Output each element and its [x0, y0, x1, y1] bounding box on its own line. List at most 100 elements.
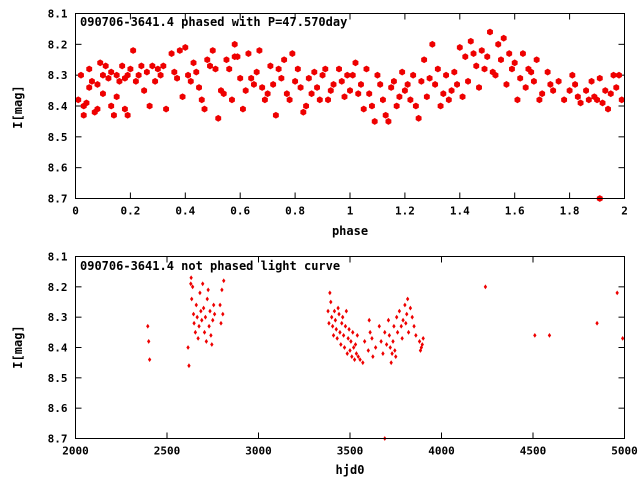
phased-data-point [418, 77, 425, 85]
unphased-data-point [326, 308, 330, 314]
phased-data-point [547, 81, 554, 88]
phased-data-point [179, 93, 186, 101]
phased-data-point [130, 47, 137, 54]
unphased-data-point [190, 284, 195, 290]
phased-data-point [443, 71, 450, 79]
phased-data-point [462, 53, 469, 61]
phased-data-point [234, 53, 241, 61]
phased-data-point [509, 65, 515, 73]
phased-data-point [110, 111, 117, 119]
unphased-data-point [212, 311, 217, 317]
phased-data-point [530, 77, 537, 85]
unphased-data-point [329, 299, 333, 305]
unphased-data-point [187, 363, 191, 369]
unphased-data-point [204, 339, 209, 344]
unphased-data-point [342, 345, 347, 350]
unphased-data-point [207, 323, 211, 329]
phased-x-tick-label: 1.8 [560, 205, 580, 218]
phased-data-point [517, 74, 524, 82]
unphased-data-point [222, 278, 226, 284]
unphased-y-tick-label: 8.2 [48, 281, 68, 294]
phased-data-point [226, 65, 233, 73]
phased-data-point [533, 56, 540, 64]
phased-data-point [261, 96, 268, 104]
phased-data-point [116, 77, 123, 85]
unphased-data-point [420, 342, 424, 347]
phased-data-point [108, 68, 115, 76]
phased-data-point [270, 81, 277, 88]
phased-x-tick-label: 1.4 [450, 205, 470, 218]
unphased-data-point [395, 329, 400, 335]
unphased-data-point [595, 320, 599, 326]
phased-data-point [314, 84, 320, 91]
unphased-data-point [208, 308, 212, 314]
unphased-data-point [341, 314, 345, 320]
unphased-data-point [333, 317, 338, 323]
phased-data-point [511, 59, 518, 67]
phased-data-point [470, 50, 477, 57]
phased-data-point [473, 62, 480, 70]
phased-data-point [245, 50, 252, 57]
phased-data-point [588, 77, 595, 85]
phased-data-point [124, 71, 131, 79]
phased-data-point [467, 37, 474, 45]
phased-x-tick-label: 0.2 [120, 205, 140, 218]
unphased-data-point [379, 339, 383, 344]
phased-data-point [157, 71, 164, 79]
unphased-data-point [418, 348, 423, 353]
phased-data-point [113, 71, 120, 79]
phased-data-point [382, 111, 389, 119]
unphased-data-point [370, 336, 374, 341]
phased-data-point [75, 96, 82, 104]
phased-y-tick-label: 8.5 [48, 131, 68, 144]
phased-data-point [396, 93, 403, 101]
phased-data-point [94, 105, 101, 113]
phased-data-point [141, 87, 148, 94]
phased-data-point [572, 81, 579, 88]
unphased-y-tick-label: 8.1 [48, 251, 68, 264]
phased-data-point [599, 99, 606, 107]
phased-data-point [275, 65, 282, 73]
unphased-data-point [195, 314, 199, 320]
phased-data-point [100, 90, 106, 98]
phased-data-point [495, 40, 502, 48]
phased-data-point [377, 81, 384, 88]
phased-data-point [78, 71, 84, 79]
unphased-data-point [331, 332, 336, 338]
unphased-data-point [351, 329, 355, 335]
phased-data-point [352, 59, 359, 67]
phased-data-point [322, 65, 329, 73]
phased-data-point [187, 77, 194, 85]
phased-data-point [459, 93, 466, 101]
unphased-data-point [347, 326, 351, 332]
unphased-data-point [353, 342, 358, 347]
phased-data-point [476, 84, 482, 91]
phased-data-point [594, 96, 600, 104]
phased-data-point [437, 102, 444, 110]
unphased-data-point [335, 336, 339, 341]
phased-data-point [196, 84, 202, 91]
phased-data-point [163, 105, 170, 113]
phased-data-point [481, 65, 488, 73]
phased-data-point [369, 102, 375, 110]
phased-data-point [360, 105, 367, 113]
phased-data-point [484, 53, 491, 61]
phased-data-point [336, 65, 342, 73]
phased-data-point [500, 34, 507, 42]
unphased-data-point [355, 332, 359, 338]
unphased-data-point [394, 354, 398, 359]
unphased-data-point [412, 323, 416, 329]
phased-data-point [80, 111, 87, 119]
unphased-x-axis-label: hjd0 [336, 463, 365, 477]
unphased-x-tick-label: 4500 [520, 445, 547, 458]
phased-data-point [358, 81, 364, 88]
phased-data-point [278, 74, 285, 82]
phased-data-point [327, 87, 334, 94]
phased-data-point [253, 68, 260, 76]
phased-data-point [555, 77, 562, 85]
phased-data-point [174, 74, 181, 82]
unphased-data-point [483, 284, 488, 290]
unphased-data-point [393, 348, 397, 353]
phased-data-point [182, 44, 189, 51]
